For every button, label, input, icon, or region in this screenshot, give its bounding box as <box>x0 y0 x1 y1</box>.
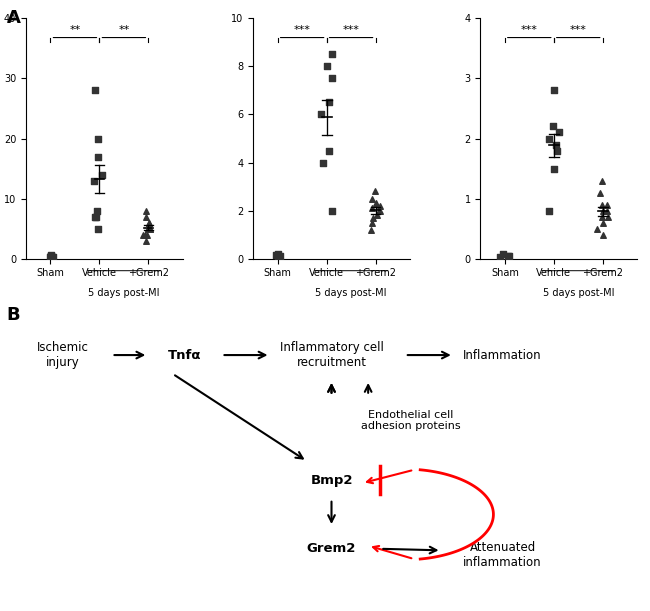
Point <box>142 230 153 240</box>
Point <box>141 236 151 246</box>
Text: **: ** <box>70 25 81 35</box>
Point <box>374 206 384 216</box>
Point <box>543 206 554 216</box>
Point <box>548 122 558 131</box>
Point <box>598 230 608 240</box>
Point <box>324 98 334 108</box>
Point <box>316 109 326 119</box>
Point <box>370 186 381 196</box>
Point <box>365 225 376 235</box>
Point <box>502 251 513 260</box>
Point <box>273 249 283 259</box>
Point <box>88 176 99 186</box>
Point <box>90 212 101 222</box>
Point <box>144 218 154 227</box>
Point <box>367 218 377 227</box>
Point <box>327 206 337 216</box>
Point <box>598 218 608 227</box>
Point <box>324 145 334 155</box>
Point <box>140 230 150 240</box>
Point <box>552 145 562 155</box>
Text: 5 days post-MI: 5 days post-MI <box>315 288 387 298</box>
Point <box>370 199 381 208</box>
Text: B: B <box>6 306 20 323</box>
Point <box>367 203 377 213</box>
Point <box>272 251 283 261</box>
Point <box>327 49 337 59</box>
Point <box>45 252 55 262</box>
Text: ***: *** <box>570 25 587 35</box>
Point <box>144 218 154 227</box>
Point <box>495 252 506 262</box>
Point <box>144 224 155 233</box>
Point <box>46 250 56 260</box>
Text: Grem2: Grem2 <box>307 543 356 555</box>
Point <box>322 62 332 71</box>
Point <box>97 170 107 180</box>
Point <box>92 206 102 216</box>
Point <box>374 206 385 216</box>
Point <box>90 212 101 222</box>
Text: ***: *** <box>294 25 311 35</box>
Point <box>46 251 56 260</box>
Point <box>274 251 285 261</box>
Point <box>141 212 151 222</box>
Text: Inflammatory cell
recruitment: Inflammatory cell recruitment <box>280 341 384 369</box>
Point <box>504 251 514 260</box>
Text: Tnfα: Tnfα <box>168 348 202 362</box>
Point <box>554 128 565 137</box>
Point <box>270 250 281 260</box>
Text: 5 days post-MI: 5 days post-MI <box>88 288 160 298</box>
Point <box>603 212 614 222</box>
Point <box>551 140 562 150</box>
Point <box>367 194 378 203</box>
Point <box>318 158 328 167</box>
Text: Inflammation: Inflammation <box>463 348 542 362</box>
Text: 5 days post-MI: 5 days post-MI <box>543 288 614 298</box>
Point <box>368 213 378 223</box>
Point <box>142 224 153 233</box>
Text: Bmp2: Bmp2 <box>310 474 353 486</box>
Point <box>144 224 155 233</box>
Point <box>498 249 508 259</box>
Point <box>47 252 58 262</box>
Point <box>46 251 57 261</box>
Text: Attenuated
inflammation: Attenuated inflammation <box>463 541 542 569</box>
Point <box>549 164 559 174</box>
Point <box>602 206 612 216</box>
Point <box>594 188 604 197</box>
Point <box>142 224 153 233</box>
Point <box>597 212 608 222</box>
Text: ***: *** <box>343 25 359 35</box>
Point <box>375 201 385 211</box>
Point <box>592 224 602 233</box>
Point <box>597 200 607 210</box>
Point <box>597 176 607 186</box>
Point <box>602 200 612 210</box>
Point <box>140 206 151 216</box>
Point <box>90 86 100 95</box>
Text: Endothelial cell
adhesion proteins: Endothelial cell adhesion proteins <box>361 410 461 431</box>
Point <box>93 152 103 161</box>
Text: **: ** <box>118 25 129 35</box>
Point <box>138 230 148 240</box>
Point <box>598 206 608 216</box>
Text: A: A <box>6 9 20 27</box>
Point <box>92 224 103 233</box>
Point <box>549 86 560 95</box>
Point <box>543 134 554 144</box>
Point <box>93 134 103 144</box>
Point <box>372 211 382 221</box>
Text: ***: *** <box>521 25 538 35</box>
Text: Ischemic
injury: Ischemic injury <box>36 341 88 369</box>
Point <box>327 73 337 83</box>
